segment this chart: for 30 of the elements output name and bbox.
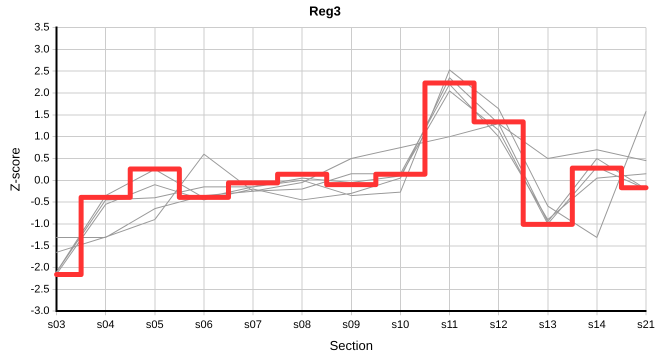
y-tick-label: -2.5: [30, 283, 50, 296]
x-tick-label: s12: [490, 318, 508, 331]
x-tick-label: s04: [96, 318, 115, 331]
x-tick-label: s07: [244, 318, 262, 331]
x-tick-label: s05: [146, 318, 164, 331]
y-tick-label: -3.0: [30, 305, 50, 318]
x-tick-label: s11: [441, 318, 458, 331]
y-tick-label: 1.5: [34, 108, 50, 121]
x-tick-label: s14: [588, 318, 606, 331]
y-tick-label: 2.5: [34, 65, 50, 78]
y-axis-title: Z-score: [7, 147, 22, 192]
y-tick-label: 3.5: [34, 22, 50, 34]
chart-title: Reg3: [309, 3, 341, 18]
y-tick-label: 1.0: [34, 130, 50, 143]
y-tick-label: 0.0: [34, 174, 50, 186]
x-tick-label: s08: [293, 318, 312, 331]
y-tick-label: -1.0: [30, 218, 50, 230]
x-axis-title: Section: [330, 338, 373, 353]
y-tick-label: -2.0: [30, 262, 50, 274]
x-tick-label: s03: [48, 318, 66, 331]
x-tick-label: s09: [342, 318, 360, 331]
y-tick-label: 0.5: [34, 152, 50, 165]
y-tick-label: 2.0: [34, 87, 50, 100]
y-tick-label: -1.5: [30, 240, 50, 252]
y-tick-label: -0.5: [30, 196, 50, 208]
y-tick-label: 3.0: [34, 43, 50, 56]
x-tick-label: s10: [392, 318, 410, 331]
x-tick-label: s06: [195, 318, 213, 331]
x-tick-label: s13: [538, 318, 557, 331]
x-tick-label: s21: [637, 318, 655, 331]
